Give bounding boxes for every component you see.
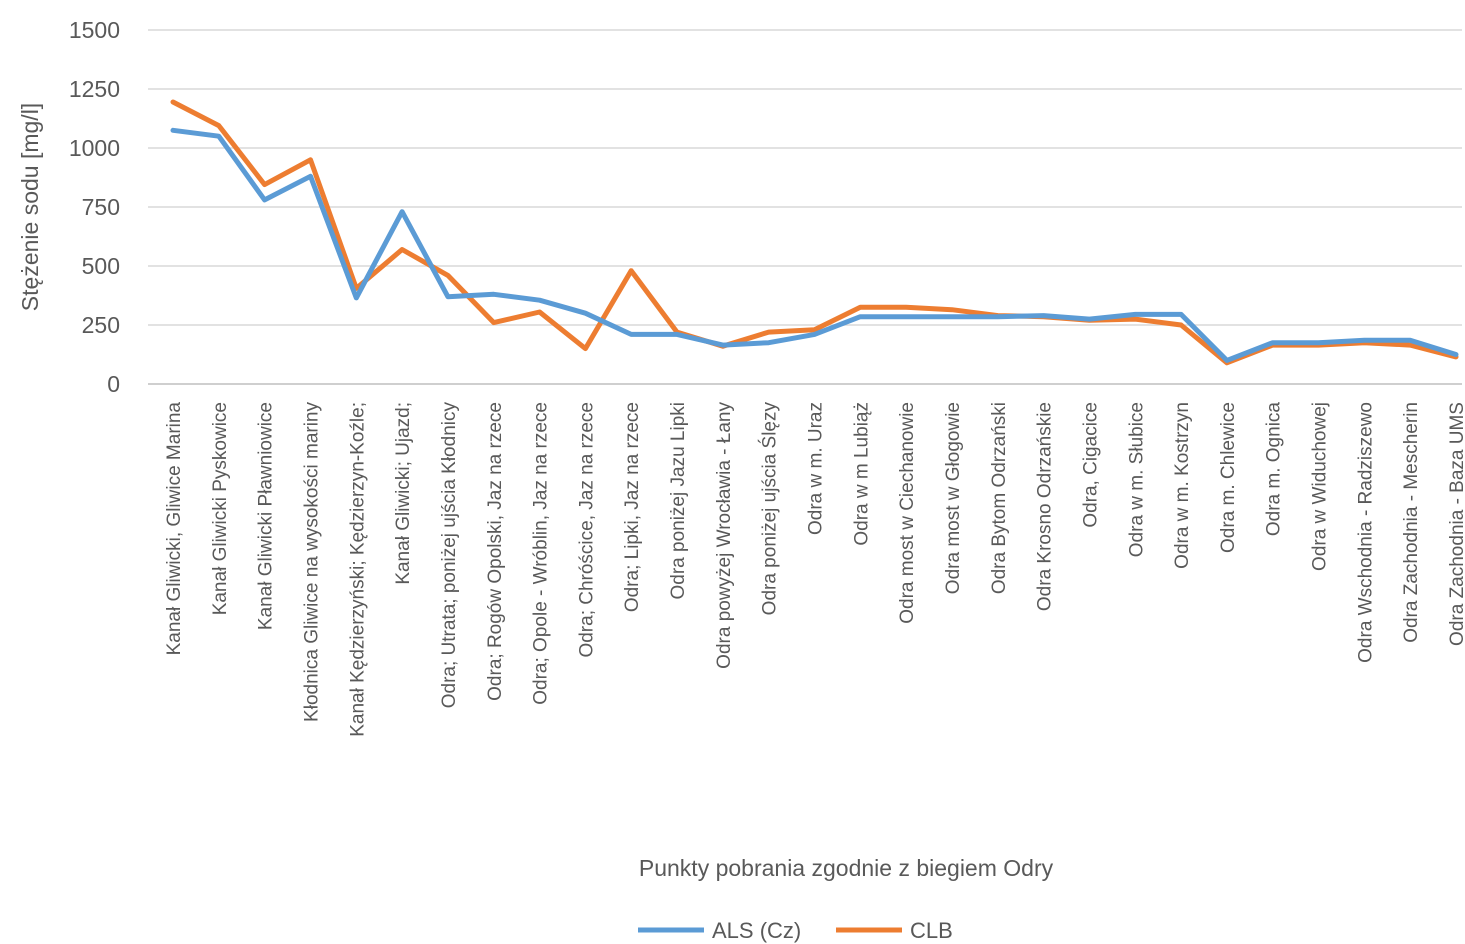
y-axis-title: Stężenie sodu [mg/l] [17,103,43,311]
x-tick-label: Kanał Gliwicki; Ujazd; [393,402,414,585]
x-tick-label: Odra, Cigacice [1080,402,1101,528]
y-tick-label: 0 [107,371,120,397]
x-axis-ticks: Kanał Gliwicki, Gliwice Marina Kanał Gliw… [164,402,1465,737]
x-tick-label: Kanał Gliwicki Pławniowice [256,402,277,630]
x-tick-label: Kanał Kędzierzyński; Kędzierzyn-Koźle; [347,402,368,737]
x-tick-label: Odra poniżej ujścia Ślęzy [759,402,781,616]
legend-label-1: ALS (Cz) [712,918,801,943]
gridlines [148,29,1462,385]
x-tick-label: Odra; Opole - Wróblin, Jaz na rzece [531,402,552,705]
series-lines [170,99,1459,366]
series-line-2 [170,99,1459,366]
series-line-1 [170,127,1459,363]
x-tick-label: Odra m. Ognica [1264,402,1285,537]
x-tick-label: Odra poniżej Jazu Lipki [668,402,689,600]
x-tick-label: Odra Zachodnia - Mescherin [1401,402,1422,643]
x-tick-label: Kanał Gliwicki Pyskowice [210,402,231,615]
legend: ALS (Cz) CLB [638,918,953,943]
y-tick-label: 1500 [69,17,120,43]
x-tick-label: Odra most w Głogowie [943,402,964,594]
x-tick-label: Kłodnica Gliwice na wysokości mariny [301,402,322,722]
y-tick-label: 250 [82,312,120,338]
x-tick-label: Odra m. Chlewice [1218,402,1239,553]
x-tick-label: Kanał Gliwicki, Gliwice Marina [164,402,185,656]
y-tick-label: 1000 [69,135,120,161]
x-tick-label: Odra; Rogów Opolski, Jaz na rzece [485,402,506,701]
x-tick-label: Odra w m. Kostrzyn [1172,402,1193,569]
x-tick-label: Odra Zachodnia - Baza UMS [1447,402,1465,646]
x-tick-label: Odra; Lipki, Jaz na rzece [622,402,643,612]
x-axis-title: Punkty pobrania zgodnie z biegiem Odry [639,855,1054,881]
x-tick-label: Odra w m Lubiąż [851,402,872,546]
x-tick-label: Odra w m. Słubice [1126,402,1147,557]
y-tick-label: 750 [82,194,120,220]
x-tick-label: Odra; Chróścice, Jaz na rzece [576,402,597,658]
x-tick-label: Odra w Widuchowej [1310,402,1331,571]
x-tick-label: Odra w m. Uraz [806,402,827,535]
y-tick-label: 500 [82,253,120,279]
y-axis-ticks: 0 250 500 750 1000 1250 1500 [69,17,120,397]
legend-label-2: CLB [910,918,953,943]
y-tick-label: 1250 [69,76,120,102]
x-tick-label: Odra; Utrata; poniżej ujścia Kłodnicy [439,402,460,709]
x-tick-label: Odra most w Ciechanowie [897,402,918,624]
x-tick-label: Odra powyżej Wrocławia - Łany [714,402,735,669]
x-tick-label: Odra Wschodnia - Radziszewo [1355,402,1376,663]
x-tick-label: Odra Bytom Odrzański [989,402,1010,594]
x-tick-label: Odra Krosno Odrzańskie [1035,402,1056,611]
